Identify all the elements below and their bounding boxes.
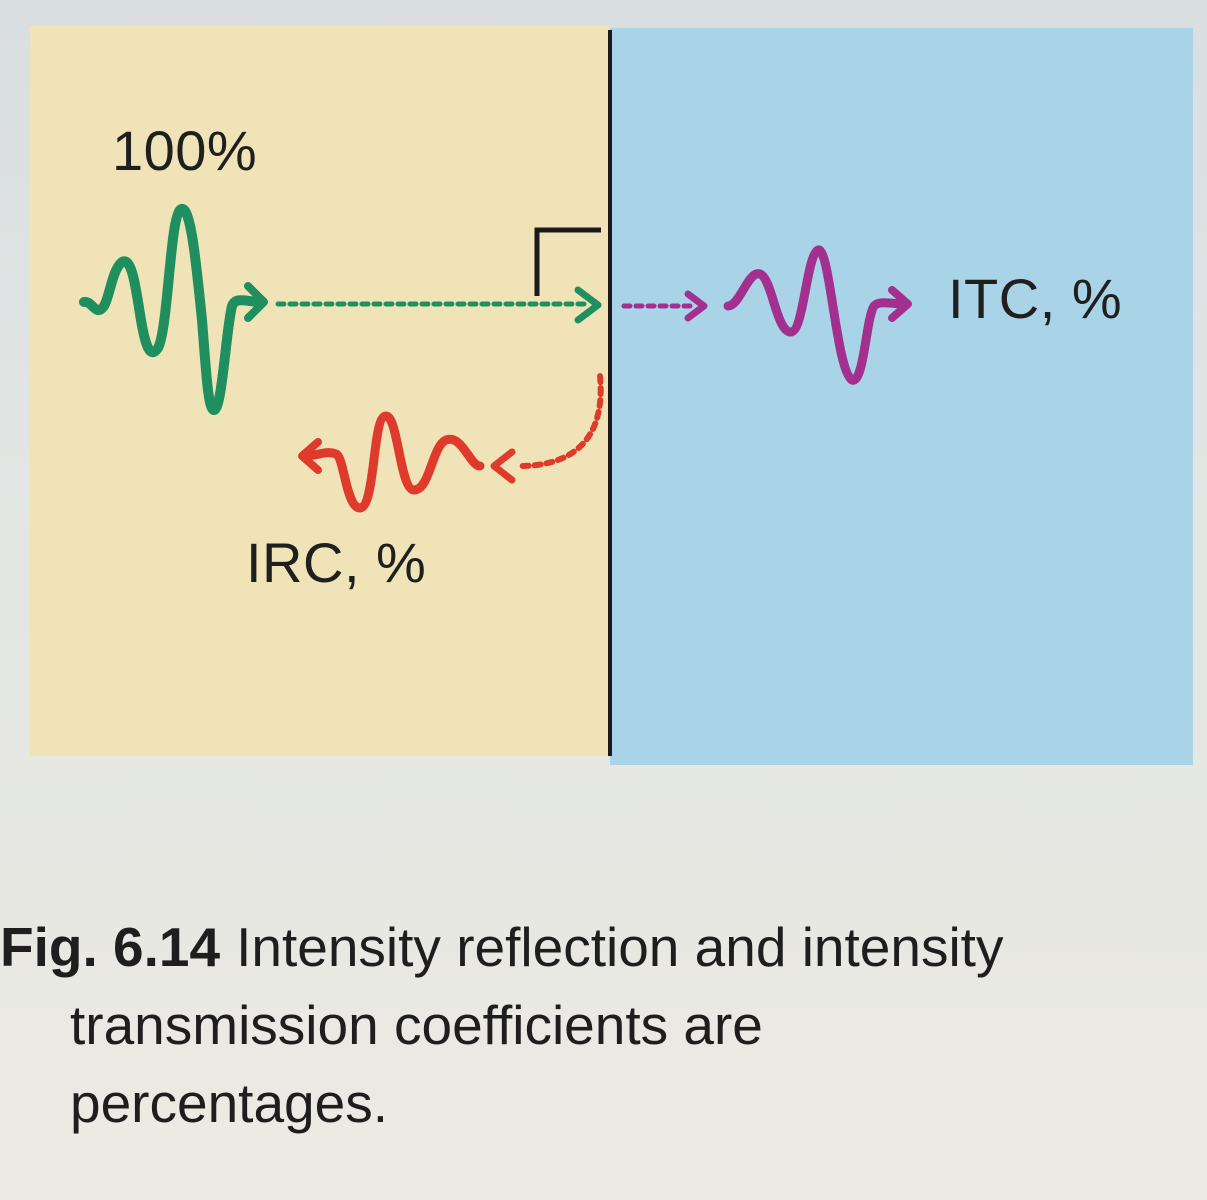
caption-text-1: Intensity reflection and intensity <box>236 916 1004 978</box>
reflected-wave <box>298 373 604 513</box>
figure-caption: Fig. 6.14 Intensity reflection and intens… <box>0 908 1207 1142</box>
medium-1-region <box>30 26 610 756</box>
reflection-coefficient-label: IRC, % <box>246 531 427 594</box>
figure-number: Fig. 6.14 <box>0 916 221 978</box>
perpendicular-marker <box>534 227 601 296</box>
caption-line-3: percentages. <box>70 1072 388 1134</box>
incident-intensity-label: 100% <box>112 119 258 182</box>
figure-diagram <box>30 26 1193 765</box>
transmitted-wave <box>621 245 912 385</box>
caption-line-2: transmission coefficients are <box>70 994 763 1056</box>
incident-wave <box>79 203 602 415</box>
caption-line-1: Fig. 6.14 Intensity reflection and intens… <box>0 908 1207 986</box>
medium-2-region <box>610 28 1193 765</box>
transmission-coefficient-label: ITC, % <box>948 267 1123 330</box>
